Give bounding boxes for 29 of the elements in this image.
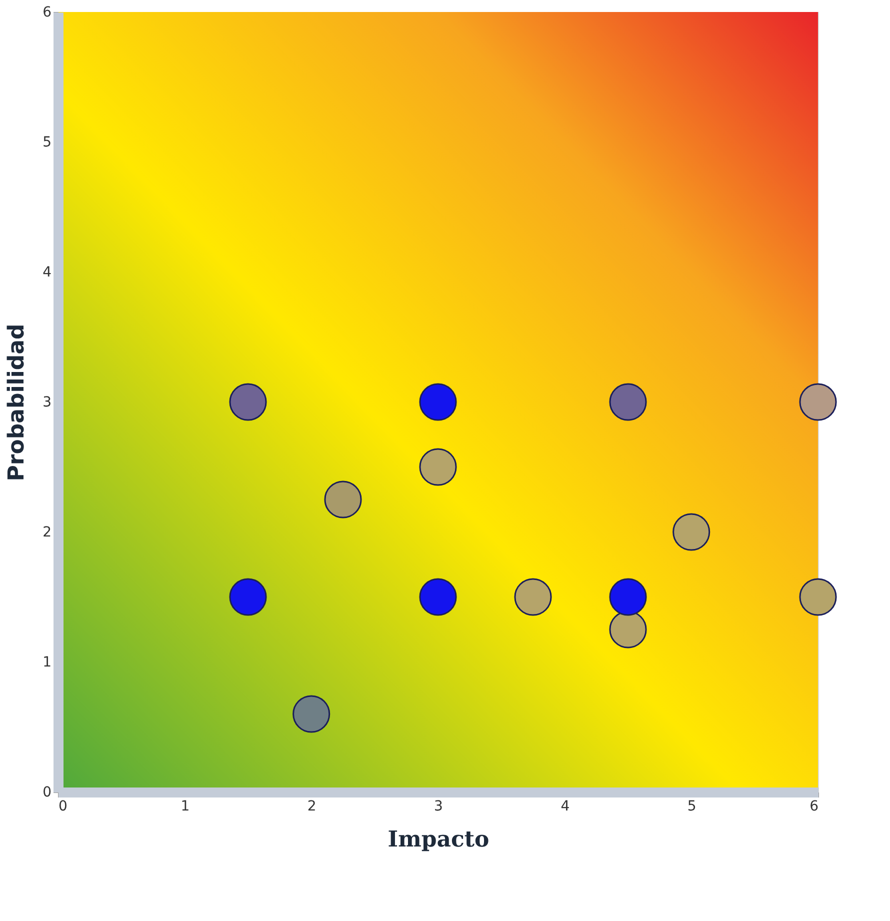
y-tick-label: 4 [42,264,52,280]
point [292,695,330,733]
point [799,383,837,421]
y-tick-label: 0 [42,784,52,800]
point [419,448,457,486]
point [514,578,552,616]
point [609,578,647,616]
x-tick-label: 6 [810,798,819,814]
point [229,578,267,616]
y-axis-title: Probabilidad [4,324,30,482]
point [419,578,457,616]
x-tick-label: 5 [687,798,696,814]
x-tick-label: 1 [180,798,190,814]
x-tick-label: 2 [307,798,316,814]
point [672,513,710,551]
y-tick-label: 3 [42,394,52,410]
x-tick-label: 4 [560,798,570,814]
point [324,480,362,518]
y-tick-label: 6 [42,4,52,20]
x-tick-label: 3 [434,798,443,814]
point [799,578,837,616]
point [419,383,457,421]
y-tick-label: 2 [42,524,52,540]
y-tick-label: 5 [42,134,52,150]
x-tick-label: 0 [58,798,68,814]
y-tick-label: 1 [42,654,52,670]
point [229,383,267,421]
point [609,383,647,421]
x-axis-title: Impacto [388,826,490,852]
